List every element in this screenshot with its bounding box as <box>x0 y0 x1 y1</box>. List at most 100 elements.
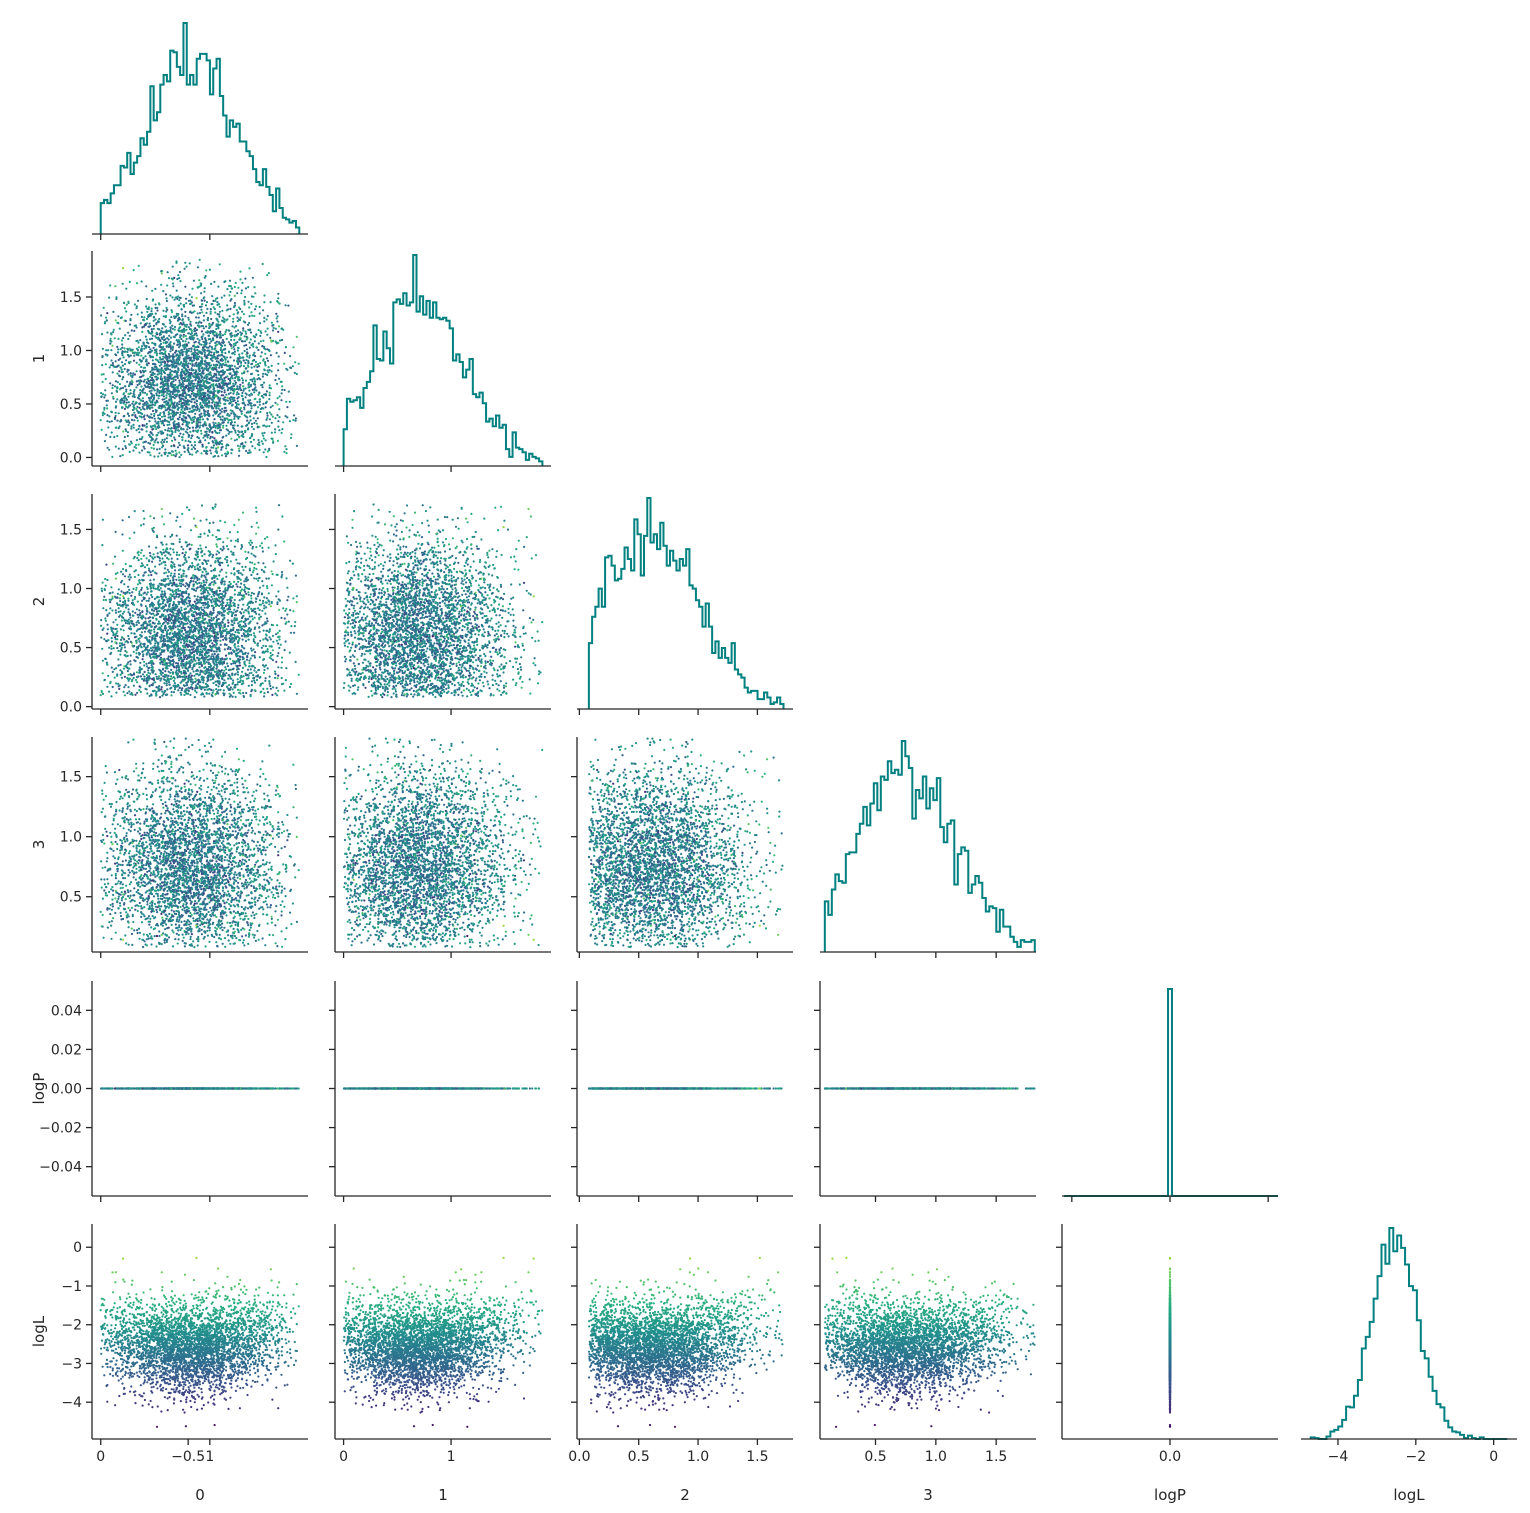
scatter-point <box>145 305 147 307</box>
scatter-point <box>264 348 266 350</box>
scatter-point <box>221 408 223 410</box>
scatter-point <box>165 293 167 295</box>
scatter-point <box>130 428 132 430</box>
scatter-point <box>262 375 264 377</box>
scatter-point <box>213 352 215 354</box>
scatter-point <box>105 363 107 365</box>
scatter-point <box>168 399 170 401</box>
scatter-point <box>204 355 206 357</box>
scatter-point <box>274 379 276 381</box>
scatter-point <box>177 274 179 276</box>
scatter-point <box>144 424 146 426</box>
scatter-point <box>241 435 243 437</box>
scatter-point <box>160 420 162 422</box>
scatter-point <box>234 377 236 379</box>
scatter-point <box>139 415 141 417</box>
scatter-point <box>225 329 227 331</box>
scatter-point <box>193 304 195 306</box>
scatter-point <box>227 389 229 391</box>
scatter-point <box>199 402 201 404</box>
scatter-point <box>116 346 118 348</box>
scatter-point <box>138 428 140 430</box>
scatter-point <box>133 391 135 393</box>
scatter-point <box>163 342 165 344</box>
scatter-point <box>197 312 199 314</box>
scatter-point <box>121 361 123 363</box>
scatter-point <box>251 445 253 447</box>
scatter-point <box>166 441 168 443</box>
scatter-point <box>106 404 108 406</box>
scatter-point <box>172 393 174 395</box>
scatter-point <box>212 436 214 438</box>
scatter-point <box>242 433 244 435</box>
scatter-point <box>267 360 269 362</box>
scatter-point <box>251 367 253 369</box>
scatter-point <box>229 300 231 302</box>
scatter-point <box>199 312 201 314</box>
scatter-point <box>133 412 135 414</box>
scatter-point <box>242 379 244 381</box>
scatter-point <box>182 340 184 342</box>
scatter-point <box>106 407 108 409</box>
scatter-point <box>119 328 121 330</box>
scatter-point <box>199 424 201 426</box>
scatter-point <box>187 355 189 357</box>
scatter-point <box>152 410 154 412</box>
scatter-point <box>238 450 240 452</box>
scatter-point <box>206 301 208 303</box>
scatter-point <box>253 428 255 430</box>
scatter-point <box>242 327 244 329</box>
scatter-point <box>236 292 238 294</box>
scatter-point <box>184 340 186 342</box>
scatter-point <box>260 332 262 334</box>
scatter-point <box>190 350 192 352</box>
scatter-point <box>189 294 191 296</box>
scatter-point <box>225 394 227 396</box>
scatter-point <box>178 451 180 453</box>
scatter-point <box>245 380 247 382</box>
scatter-point <box>190 380 192 382</box>
scatter-point <box>277 369 279 371</box>
scatter-point <box>146 311 148 313</box>
scatter-point <box>179 416 181 418</box>
scatter-point <box>241 352 243 354</box>
scatter-point <box>120 348 122 350</box>
scatter-point <box>182 433 184 435</box>
scatter-point <box>207 393 209 395</box>
scatter-point <box>262 373 264 375</box>
scatter-point <box>241 282 243 284</box>
scatter-point <box>244 278 246 280</box>
scatter-point <box>180 454 182 456</box>
scatter-point <box>205 312 207 314</box>
scatter-point <box>166 284 168 286</box>
scatter-point <box>211 348 213 350</box>
scatter-point <box>178 299 180 301</box>
scatter-point <box>115 319 117 321</box>
scatter-point <box>119 383 121 385</box>
scatter-point <box>168 427 170 429</box>
scatter-point <box>117 315 119 317</box>
scatter-point <box>162 356 164 358</box>
scatter-point <box>292 346 294 348</box>
scatter-point <box>140 385 142 387</box>
scatter-point <box>155 303 157 305</box>
scatter-point <box>188 403 190 405</box>
scatter-point <box>284 445 286 447</box>
scatter-point <box>128 422 130 424</box>
scatter-point <box>131 419 133 421</box>
scatter-point <box>226 385 228 387</box>
scatter-point <box>130 314 132 316</box>
scatter-point <box>117 348 119 350</box>
scatter-point <box>296 373 298 375</box>
scatter-point <box>185 298 187 300</box>
scatter-point <box>223 318 225 320</box>
scatter-point <box>209 449 211 451</box>
scatter-point <box>238 347 240 349</box>
scatter-point <box>131 329 133 331</box>
scatter-point <box>292 365 294 367</box>
scatter-point <box>259 404 261 406</box>
scatter-point <box>153 328 155 330</box>
scatter-point <box>298 363 300 365</box>
scatter-point <box>224 361 226 363</box>
scatter-point <box>185 431 187 433</box>
